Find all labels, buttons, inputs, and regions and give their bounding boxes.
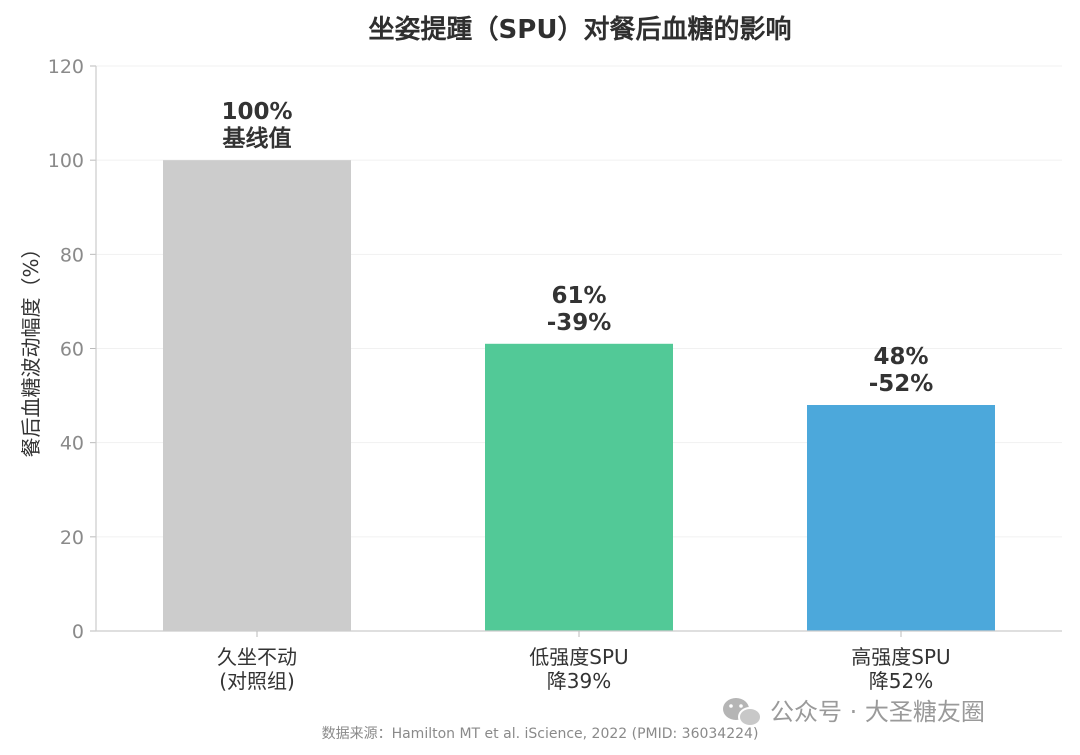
source-note: 数据来源：Hamilton MT et al. iScience, 2022 (… (322, 726, 759, 742)
y-tick-label: 60 (60, 339, 84, 361)
x-category-label: 久坐不动 (217, 645, 297, 669)
x-category-label: (对照组) (219, 669, 295, 693)
y-tick-label: 80 (60, 244, 84, 266)
y-tick-label: 40 (60, 433, 84, 455)
data-label: 61% (551, 283, 606, 309)
y-axis-label: 餐后血糖波动幅度（%） (19, 238, 43, 457)
data-label: -52% (869, 371, 934, 397)
bar (807, 405, 995, 631)
x-category-label: 高强度SPU (851, 645, 950, 669)
bars (163, 160, 995, 631)
y-tick-label: 0 (72, 621, 84, 643)
data-label: 基线值 (223, 125, 292, 152)
data-label: -39% (547, 310, 612, 336)
data-label: 100% (221, 99, 292, 125)
bar (485, 343, 673, 631)
x-category-label: 降52% (869, 669, 933, 693)
data-label: 48% (873, 344, 928, 370)
data-labels: 100%基线值 61%-39% 48%-52% (221, 99, 933, 397)
y-tick-label: 20 (60, 527, 84, 549)
y-tick-labels: 0 20 40 60 80 100 120 (48, 56, 84, 643)
bar (163, 160, 351, 631)
chart-title: 坐姿提踵（SPU）对餐后血糖的影响 (369, 14, 792, 45)
watermark-text: 公众号 · 大圣糖友圈 (770, 698, 985, 726)
axes (90, 65, 1062, 637)
y-tick-label: 120 (48, 56, 84, 78)
x-category-label: 降39% (547, 669, 611, 693)
x-category-label: 低强度SPU (529, 645, 628, 669)
wechat-icon (723, 698, 762, 727)
y-tick-label: 100 (48, 150, 84, 172)
